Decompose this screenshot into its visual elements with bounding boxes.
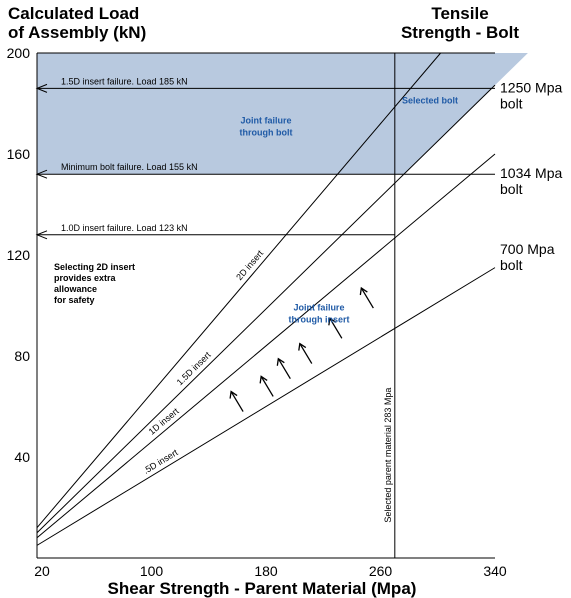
region-layer bbox=[37, 53, 528, 175]
x-axis-label: Shear Strength - Parent Material (Mpa) bbox=[108, 579, 417, 598]
bolt-label-1-1: 1250 Mpa bbox=[500, 79, 562, 95]
failure-arrowhead-2 bbox=[259, 375, 268, 384]
insert-line-2 bbox=[36, 84, 496, 534]
right-title-line-1: Tensile bbox=[431, 4, 488, 23]
bolt-label-2-2: bolt bbox=[500, 181, 523, 197]
insert-region-label-2: through insert bbox=[288, 315, 349, 325]
bolt-label-3-1: 700 Mpa bbox=[500, 241, 555, 257]
selected-parent-label: Selected parent material 283 Mpa bbox=[383, 388, 393, 523]
load-line-arrowhead-3 bbox=[35, 230, 48, 240]
lines-layer bbox=[35, 52, 496, 559]
safety-note-line-4: for safety bbox=[54, 295, 95, 305]
x-tick-label-100: 100 bbox=[140, 563, 164, 579]
failure-arrowhead-5 bbox=[328, 317, 337, 326]
insert-line-4 bbox=[36, 267, 496, 546]
failure-arrowhead-1 bbox=[229, 390, 238, 399]
x-tick-label-20: 20 bbox=[34, 563, 50, 579]
insert-line-label-2: 1.5D insert bbox=[175, 349, 213, 387]
labels-layer: 20 100 180 260 340 40 80 120 160 200 Calculated Lo… bbox=[7, 4, 563, 598]
load-line-label-1: 1.5D insert failure. Load 185 kN bbox=[61, 76, 188, 86]
bolt-region-label-2: through bolt bbox=[240, 128, 293, 138]
failure-arrowhead-3 bbox=[276, 357, 285, 366]
bolt-failure-region bbox=[37, 53, 528, 175]
failure-arrow-3 bbox=[277, 358, 291, 380]
y-tick-label-160: 160 bbox=[7, 146, 31, 162]
safety-note-line-1: Selecting 2D insert bbox=[54, 262, 135, 272]
failure-arrowhead-4 bbox=[298, 342, 307, 351]
failure-arrowhead-6 bbox=[359, 286, 368, 296]
insert-line-3 bbox=[36, 153, 496, 539]
load-line-arrowhead-2 bbox=[35, 169, 48, 179]
x-tick-label-180: 180 bbox=[254, 563, 278, 579]
bolt-label-3-2: bolt bbox=[500, 257, 523, 273]
failure-arrow-5 bbox=[329, 317, 343, 339]
left-title-line-1: Calculated Load bbox=[8, 4, 139, 23]
bolt-label-2-1: 1034 Mpa bbox=[500, 165, 562, 181]
y-tick-label-200: 200 bbox=[7, 45, 31, 61]
y-tick-label-40: 40 bbox=[14, 449, 30, 465]
y-tick-label-80: 80 bbox=[14, 348, 30, 364]
insert-line-1 bbox=[36, 52, 441, 529]
safety-note-line-3: allowance bbox=[54, 284, 97, 294]
left-title-line-2: of Assembly (kN) bbox=[8, 23, 146, 42]
failure-arrow-4 bbox=[299, 343, 313, 364]
load-line-label-2: Minimum bolt failure. Load 155 kN bbox=[61, 162, 198, 172]
failure-arrow-2 bbox=[260, 376, 274, 397]
right-title-line-2: Strength - Bolt bbox=[401, 23, 519, 42]
x-tick-label-340: 340 bbox=[483, 563, 507, 579]
bolt-label-1-2: bolt bbox=[500, 95, 523, 111]
insert-line-label-4: .5D insert bbox=[141, 447, 180, 476]
x-tick-label-260: 260 bbox=[369, 563, 393, 579]
load-line-arrowhead-1 bbox=[35, 83, 48, 93]
selected-bolt-label: Selected bolt bbox=[402, 96, 458, 106]
failure-arrow-1 bbox=[230, 391, 244, 412]
load-line-label-3: 1.0D insert failure. Load 123 kN bbox=[61, 223, 188, 233]
insert-region-label-1: Joint failure bbox=[293, 303, 344, 313]
failure-arrow-6 bbox=[360, 287, 374, 309]
safety-note-line-2: provides extra bbox=[54, 273, 117, 283]
y-tick-label-120: 120 bbox=[7, 247, 31, 263]
bolt-region-label-1: Joint failure bbox=[240, 116, 291, 126]
